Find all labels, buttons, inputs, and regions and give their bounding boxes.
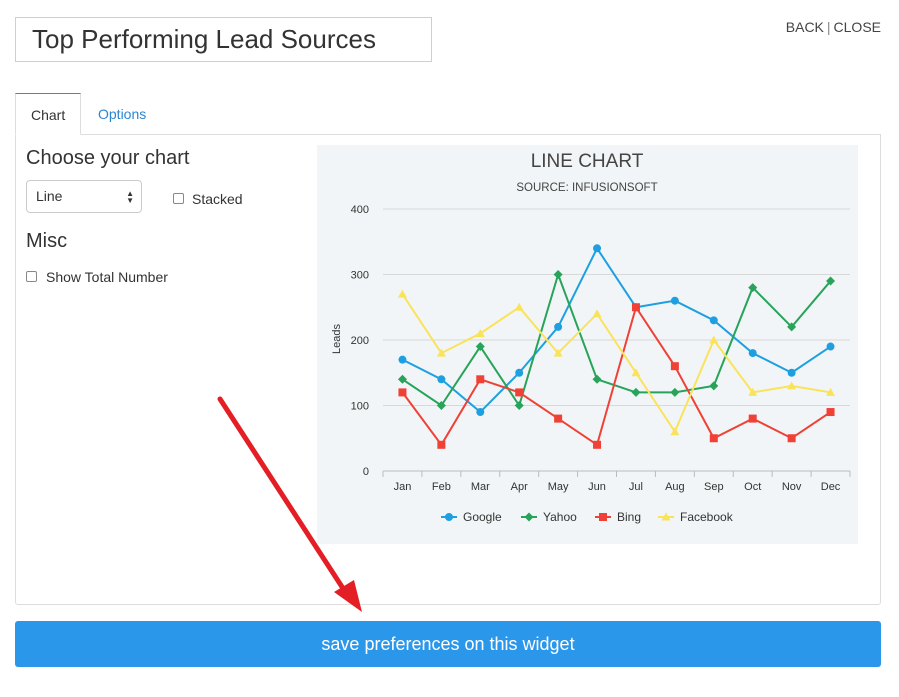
data-point-bing — [554, 414, 563, 423]
series-line-yahoo — [401, 271, 832, 408]
tab-chart[interactable]: Chart — [15, 93, 81, 135]
data-point-yahoo — [670, 387, 680, 397]
close-link[interactable]: CLOSE — [833, 19, 881, 35]
data-point-yahoo — [748, 283, 758, 293]
chart-type-value: Line — [36, 188, 63, 204]
data-point-yahoo — [631, 387, 641, 397]
data-point-bing — [515, 388, 524, 397]
data-point-google — [398, 355, 407, 364]
tab-options[interactable]: Options — [98, 106, 147, 122]
series-line-bing — [401, 304, 832, 447]
back-link[interactable]: BACK — [785, 19, 824, 35]
data-point-facebook — [475, 328, 485, 337]
data-point-yahoo — [397, 374, 407, 384]
y-tick-label: 400 — [351, 204, 369, 216]
chart-subtitle: SOURCE: INFUSIONSOFT — [516, 182, 657, 194]
link-separator: | — [826, 19, 831, 35]
y-tick-label: 200 — [351, 335, 369, 347]
legend-marker-facebook — [661, 512, 671, 521]
data-point-yahoo — [553, 270, 563, 279]
stacked-checkbox[interactable] — [173, 193, 184, 204]
data-point-google — [709, 316, 718, 325]
data-point-bing — [670, 362, 679, 371]
data-point-facebook — [670, 427, 680, 436]
legend-label-yahoo: Yahoo — [543, 510, 577, 524]
legend-marker-yahoo — [524, 512, 534, 522]
data-point-yahoo — [709, 381, 719, 391]
series-line-facebook — [401, 293, 831, 434]
save-preferences-button[interactable]: save preferences on this widget — [15, 621, 881, 667]
data-point-bing — [593, 440, 602, 449]
data-point-google — [593, 244, 602, 253]
series-line-google — [402, 246, 832, 414]
data-point-google — [476, 408, 485, 417]
show-total-label: Show Total Number — [46, 269, 168, 285]
choose-chart-heading: Choose your chart — [26, 147, 190, 169]
data-point-facebook — [826, 387, 836, 396]
chart-title: LINE CHART — [531, 151, 644, 172]
x-tick-label: Jan — [394, 481, 412, 493]
x-tick-label: Jun — [588, 481, 606, 493]
data-point-bing — [476, 375, 485, 384]
data-point-facebook — [709, 335, 719, 344]
data-point-yahoo — [436, 401, 446, 410]
x-tick-label: May — [548, 481, 569, 493]
x-tick-label: Mar — [471, 481, 490, 493]
data-point-google — [670, 296, 679, 305]
legend-label-google: Google — [463, 510, 502, 524]
data-point-bing — [437, 440, 446, 449]
data-point-yahoo — [514, 401, 524, 410]
legend-label-facebook: Facebook — [680, 510, 734, 524]
data-point-facebook — [553, 348, 563, 357]
top-links: BACK | CLOSE — [786, 19, 881, 35]
legend-label-bing: Bing — [617, 510, 641, 524]
data-point-facebook — [397, 289, 407, 298]
stacked-label: Stacked — [192, 191, 243, 207]
x-tick-label: Aug — [665, 481, 685, 493]
data-point-facebook — [787, 381, 797, 390]
data-point-google — [826, 342, 835, 351]
legend-marker-bing — [599, 513, 607, 521]
line-chart: LINE CHART SOURCE: INFUSIONSOFT Leads 0 1… — [317, 145, 858, 544]
data-point-facebook — [436, 348, 446, 357]
x-tick-label: Oct — [744, 481, 761, 493]
x-tick-label: Dec — [821, 481, 841, 493]
data-point-facebook — [748, 387, 758, 396]
y-tick-label: 100 — [351, 401, 369, 413]
data-point-yahoo — [592, 374, 602, 384]
x-tick-label: Jul — [629, 481, 643, 493]
legend-marker-google — [445, 513, 453, 521]
x-tick-label: Sep — [704, 481, 724, 493]
data-point-bing — [748, 414, 757, 423]
data-point-bing — [787, 434, 796, 443]
widget-title-input[interactable] — [15, 17, 432, 62]
x-tick-label: Apr — [511, 481, 528, 493]
data-point-yahoo — [475, 342, 485, 352]
data-point-bing — [826, 408, 835, 417]
data-point-facebook — [514, 302, 524, 311]
data-point-bing — [631, 303, 640, 312]
x-tick-label: Nov — [782, 481, 802, 493]
select-arrows-icon: ▲ ▼ — [126, 189, 134, 205]
y-tick-label: 300 — [351, 270, 369, 282]
data-point-bing — [709, 434, 718, 443]
show-total-checkbox[interactable] — [26, 271, 37, 282]
data-point-google — [787, 368, 796, 377]
data-point-google — [437, 375, 446, 384]
tab-panel — [15, 134, 881, 605]
data-point-yahoo — [787, 322, 797, 332]
data-point-bing — [398, 388, 407, 397]
data-point-google — [748, 349, 757, 358]
misc-heading: Misc — [26, 230, 68, 252]
data-point-yahoo — [826, 276, 836, 286]
x-tick-label: Feb — [432, 481, 451, 493]
line-chart-svg: LINE CHART SOURCE: INFUSIONSOFT Leads 0 1… — [331, 151, 851, 524]
data-point-google — [515, 368, 524, 377]
data-point-google — [554, 322, 563, 331]
y-tick-label: 0 — [363, 466, 369, 478]
data-point-facebook — [592, 309, 602, 318]
chart-y-axis-label: Leads — [331, 324, 343, 354]
chart-type-select[interactable]: Line ▲ ▼ — [26, 180, 142, 213]
data-point-facebook — [631, 368, 641, 377]
